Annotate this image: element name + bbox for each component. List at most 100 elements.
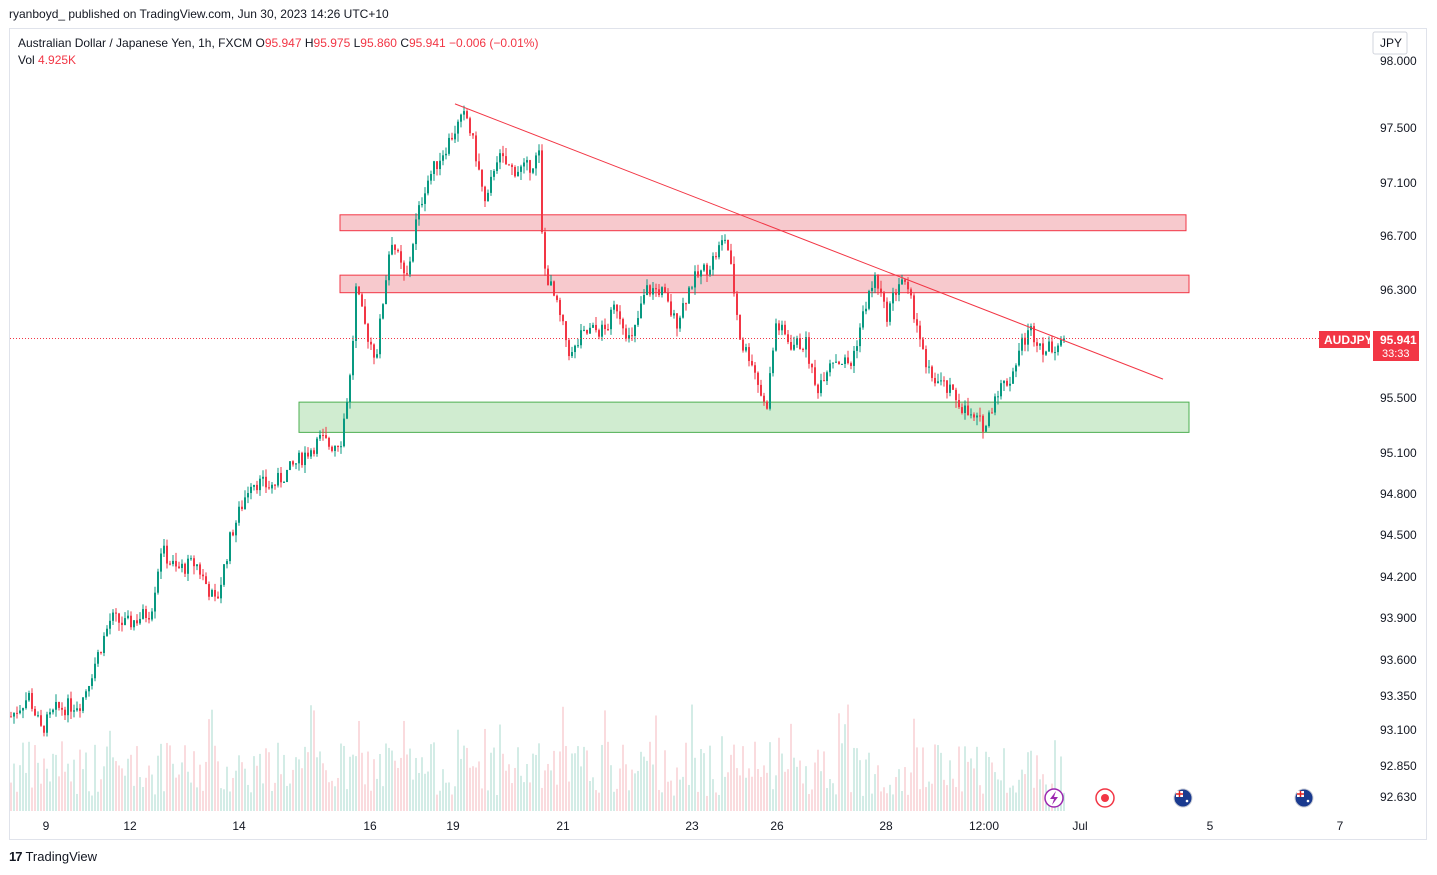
candle-body [598,330,600,337]
resistance-zone-upper[interactable] [339,214,1187,232]
candle-body [277,472,279,486]
candle-body [178,566,180,569]
volume-bar [526,764,528,811]
legend-ohlc-row: Australian Dollar / Japanese Yen, 1h, FX… [18,35,538,52]
volume-bar [529,782,531,811]
lightning-icon[interactable] [1044,788,1064,808]
volume-bar [307,752,309,811]
candle-body [34,708,36,716]
candle-body [142,609,144,619]
candle-body [949,384,951,393]
candle-body [202,574,204,577]
volume-bar [562,706,564,811]
volume-bar [133,785,135,811]
descending-trendline[interactable] [454,103,1164,380]
volume-bar [97,791,99,811]
candle-body [469,118,471,134]
candle-body [457,121,459,134]
volume-bar [1000,780,1002,811]
candle-body [532,168,534,173]
candle-body [976,415,978,418]
volume-bar [523,782,525,811]
volume-bar [574,753,576,811]
candle-layer [10,105,1065,737]
candle-body [370,341,372,345]
time-tick-label: 12:00 [969,819,999,833]
candle-body [118,613,120,623]
volume-bar [862,795,864,811]
volume-bar [571,753,573,811]
australia-flag-icon[interactable] [1173,788,1193,808]
candle-body [412,244,414,262]
candle-body [1000,383,1002,397]
volume-bar [772,789,774,811]
volume-bar [751,776,753,811]
volume-bar [370,790,372,811]
volume-bar [160,743,162,811]
time-axis[interactable]: 9 12 14 16 19 21 23 26 28 12:00 Jul 5 7 [43,819,1344,833]
volume-bar [643,756,645,811]
candle-body [127,615,129,619]
candle-body [172,560,174,565]
candle-body [289,461,291,470]
resistance-zone-lower[interactable] [339,274,1190,294]
candle-body [601,324,603,337]
volume-bar [589,781,591,811]
volume-bar [631,769,633,811]
candle-body [97,652,99,664]
volume-bar [397,767,399,811]
volume-bar [619,768,621,811]
candle-body [154,592,156,612]
australia-flag-icon[interactable] [1294,788,1314,808]
candle-body [892,292,894,304]
volume-bar [451,794,453,811]
candle-body [490,176,492,193]
candle-body [718,245,720,258]
volume-bar [241,762,243,811]
candle-body [979,415,981,417]
candle-body [295,463,297,465]
volume-bar [205,761,207,811]
candle-body [715,256,717,258]
candle-body [355,286,357,341]
volume-bar [799,760,801,811]
volume-bar [625,764,627,811]
volume-bar [82,769,84,811]
volume-bar [109,730,111,811]
volume-bar [853,747,855,811]
volume-bar [505,770,507,811]
candle-body [1045,351,1047,355]
candle-body [595,324,597,331]
price-tick-label: 96.300 [1380,283,1417,297]
support-zone[interactable] [298,401,1190,433]
candle-body [451,137,453,140]
candle-body [655,288,657,290]
price-tick-label: 92.630 [1380,790,1417,804]
volume-bar [988,757,990,811]
volume-bar [418,772,420,811]
candle-body [1036,342,1038,346]
volume-bar [22,742,24,811]
candle-body [445,153,447,156]
volume-bar [115,761,117,811]
volume-bar [394,760,396,811]
candle-body [403,262,405,274]
volume-bar [247,784,249,811]
volume-bar [496,794,498,811]
candle-body [733,263,735,294]
volume-bar [409,748,411,811]
candle-body [850,363,852,366]
volume-bar [952,778,954,811]
price-axis[interactable]: JPY 98.000 97.500 97.100 96.700 96.300 95.500… [1372,31,1417,804]
volume-bar [898,769,900,811]
volume-bar [199,764,201,811]
volume-bar [469,767,471,811]
currency-label-box[interactable] [1372,31,1408,55]
record-icon[interactable] [1095,788,1115,808]
volume-bar [337,777,339,811]
event-markers[interactable] [1044,788,1314,808]
tradingview-footer[interactable]: 17 TradingView [9,849,97,864]
volume-bar [748,768,750,811]
candle-body [1021,337,1023,351]
